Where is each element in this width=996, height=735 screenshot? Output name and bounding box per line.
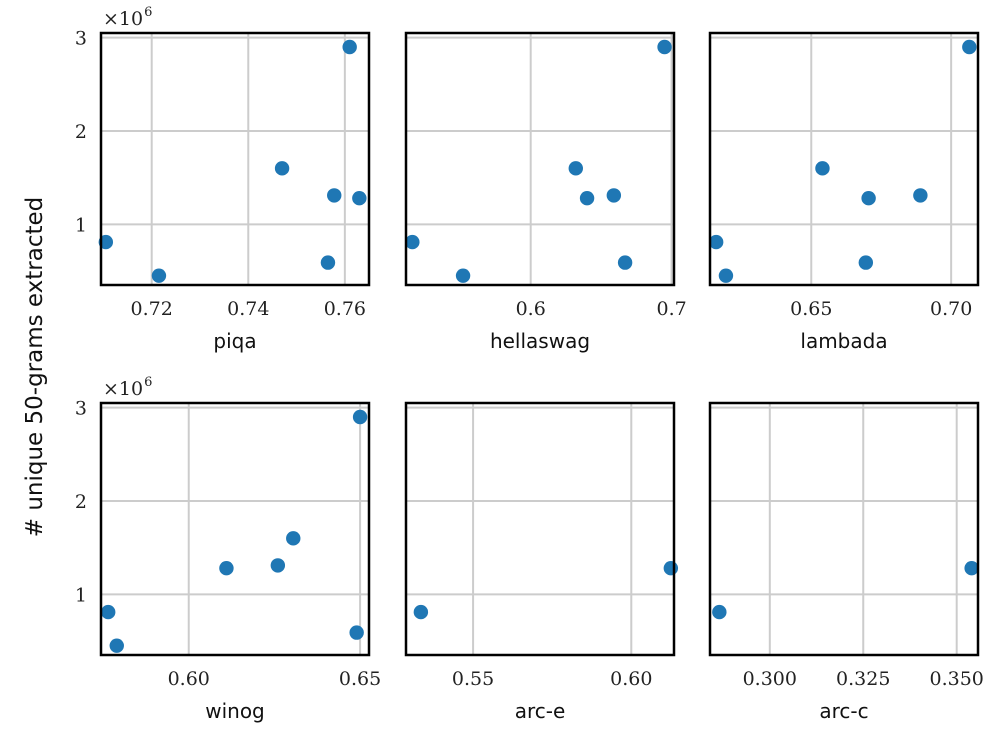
- y-tick-label: 2: [75, 121, 87, 143]
- scatter-point: [352, 409, 368, 425]
- scatter-point: [274, 161, 290, 176]
- scatter-point: [606, 188, 622, 203]
- x-axis-label: lambada: [800, 329, 887, 353]
- subplot-lambada: 0.65 0.70 lambada: [708, 31, 980, 353]
- axes-frame: [99, 31, 371, 287]
- y-tick-label: 1: [75, 214, 87, 236]
- scatter-point: [815, 161, 830, 176]
- scatter-point: [913, 188, 928, 203]
- y-multiplier-label: ×10: [103, 8, 143, 30]
- scatter-point: [270, 558, 286, 573]
- axes-frame: [708, 31, 980, 287]
- x-axis-label: arc-c: [819, 699, 868, 723]
- x-tick-label: 0.65: [339, 668, 381, 690]
- scatter-point: [861, 191, 876, 206]
- scatter-point: [320, 255, 336, 270]
- scatter-point: [349, 625, 364, 640]
- scatter-point: [568, 161, 583, 176]
- subplot-hellaswag: 0.6 0.7 hellaswag: [404, 31, 687, 353]
- x-tick-label: 0.300: [743, 668, 797, 690]
- scatter-point: [712, 604, 727, 620]
- x-tick-label: 0.350: [929, 668, 983, 690]
- scatter-point: [617, 255, 633, 270]
- x-tick-label: 0.70: [930, 298, 972, 320]
- scatter-point: [964, 561, 979, 576]
- scatter-point: [286, 531, 301, 546]
- x-tick-label: 0.72: [131, 298, 173, 320]
- scatter-point: [352, 191, 367, 206]
- scatter-point: [151, 268, 167, 283]
- x-axis-label: winog: [205, 699, 265, 723]
- scatter-point: [455, 268, 471, 283]
- x-axis-label: piqa: [213, 329, 256, 353]
- subplot-piqa: 0.72 0.74 0.76 piqa 1 2 3 ×10 6: [75, 5, 371, 353]
- axes-frame: [708, 401, 980, 657]
- x-axis-label: hellaswag: [490, 329, 590, 353]
- axes-frame: [404, 31, 676, 287]
- x-tick-label: 0.6: [516, 298, 546, 320]
- y-multiplier-exponent: 6: [144, 5, 152, 20]
- scatter-point: [100, 604, 116, 620]
- scatter-point: [413, 604, 429, 620]
- scatter-point: [858, 255, 874, 270]
- scatter-point: [657, 39, 672, 55]
- scatter-point: [579, 191, 595, 206]
- scatter-point: [327, 188, 342, 203]
- scatter-point: [718, 268, 734, 283]
- x-axis-label: arc-e: [515, 699, 566, 723]
- y-tick-label: 3: [75, 398, 87, 420]
- axes-frame: [404, 401, 676, 657]
- y-multiplier-label: ×10: [103, 378, 143, 400]
- x-tick-label: 0.60: [168, 668, 210, 690]
- subplot-winog: 0.60 0.65 winog 1 2 3 ×10 6: [75, 375, 381, 723]
- x-tick-label: 0.60: [610, 668, 652, 690]
- x-tick-label: 0.65: [790, 298, 832, 320]
- figure-ylabel: # unique 50-grams extracted: [22, 197, 48, 538]
- scatter-point: [962, 39, 977, 55]
- scatter-point: [342, 39, 357, 55]
- x-tick-label: 0.74: [227, 298, 269, 320]
- x-tick-label: 0.325: [836, 668, 890, 690]
- scatter-point: [219, 561, 234, 576]
- x-tick-label: 0.55: [452, 668, 494, 690]
- scatter-point: [663, 561, 679, 576]
- y-tick-label: 1: [75, 584, 87, 606]
- y-tick-label: 2: [75, 491, 87, 513]
- axes-frame: [99, 401, 371, 657]
- y-multiplier-exponent: 6: [144, 375, 152, 390]
- scatter-point: [405, 234, 420, 250]
- x-tick-label: 0.76: [324, 298, 366, 320]
- y-tick-label: 3: [75, 28, 87, 50]
- scatter-point: [708, 234, 724, 250]
- subplot-arc-e: 0.55 0.60 arc-e: [404, 401, 679, 723]
- scatter-point: [109, 638, 124, 653]
- x-tick-label: 0.7: [656, 298, 686, 320]
- subplot-arc-c: 0.300 0.325 0.350 arc-c: [708, 401, 984, 723]
